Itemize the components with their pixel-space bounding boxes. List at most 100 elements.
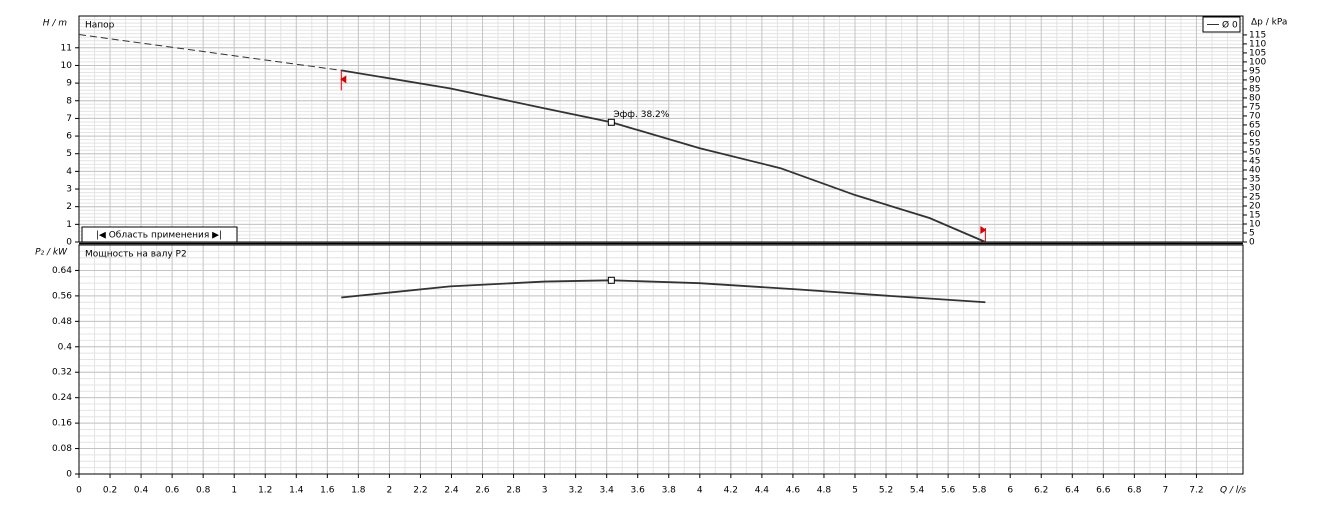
y-tick-label: 6 [66,132,72,142]
range-box [81,226,238,243]
x-tick-label: 5.6 [941,486,956,496]
y2-tick-label: 50 [1249,147,1261,157]
x-tick-label: 5.4 [910,486,925,496]
y-tick-label: 0.08 [52,444,72,454]
x-tick-label: 6.4 [1065,486,1080,496]
x-tick-label: 5 [852,486,858,496]
x-tick-label: 3.4 [600,486,615,496]
y2-axis-label: Δp / kPa [1251,18,1287,28]
y-tick-label: 3 [66,185,72,195]
x-tick-label: 1.4 [289,486,304,496]
x-tick-label: 3 [542,486,548,496]
y-tick-label: 0 [66,238,72,248]
curve-extension [78,34,342,71]
y2-tick-label: 70 [1249,111,1261,121]
panel-title: Напор [85,21,115,31]
y-tick-label: 0.32 [52,368,72,378]
x-tick-label: 4.6 [786,486,801,496]
y2-tick-label: 100 [1249,57,1266,67]
panel-title: Мощность на валу P2 [85,250,187,260]
x-tick-label: 4.4 [755,486,770,496]
curve [341,279,986,304]
panel-frame [78,15,1244,243]
x-tick-label: 4.2 [724,486,738,496]
y2-tick-label: 15 [1249,210,1260,220]
x-tick-label: 7 [1163,486,1169,496]
range-label: |◀ Область применения ▶| [96,231,222,241]
curve [341,69,986,243]
x-tick-label: 0.6 [165,486,180,496]
y-axis-label: P₂ / kW [35,248,68,258]
x-tick-label: 5.2 [879,486,893,496]
x-tick-label: 4 [697,486,703,496]
y2-tick-label: 30 [1249,183,1261,193]
y-axis-label: H / m [43,19,68,29]
y2-tick-label: 95 [1249,66,1260,76]
range-arrow [340,75,347,84]
y-tick-label: 7 [66,114,72,124]
legend-label: Ø 0 [1222,20,1238,31]
x-tick-label: 1 [231,486,237,496]
panel-frame [78,244,1244,475]
x-tick-label: 4.8 [817,486,832,496]
x-tick-label: 2 [387,486,393,496]
x-tick-label: 3.8 [662,486,677,496]
y2-tick-label: 65 [1249,120,1260,130]
y-tick-label: 0.4 [58,342,73,352]
x-tick-label: 0.4 [134,486,149,496]
y-tick-label: 0.24 [52,393,72,403]
x-tick-label: 2.6 [475,486,490,496]
y-tick-label: 0.48 [52,317,72,327]
y-tick-label: 0.16 [52,419,72,429]
y2-tick-label: 40 [1249,165,1261,175]
x-tick-label: 3.6 [631,486,646,496]
y2-tick-label: 0 [1249,238,1255,248]
y2-tick-label: 75 [1249,102,1260,112]
x-tick-label: 6.2 [1034,486,1048,496]
y2-tick-label: 60 [1249,129,1261,139]
y2-tick-label: 45 [1249,156,1260,166]
y2-tick-label: 115 [1249,30,1266,40]
y2-tick-label: 90 [1249,75,1261,85]
duty-point [607,118,615,126]
x-tick-label: 0.2 [103,486,117,496]
duty-point [607,276,615,284]
duty-label: Эфф. 38.2% [613,110,669,120]
y2-tick-label: 105 [1249,48,1266,58]
x-tick-label: 0.8 [196,486,211,496]
y-tick-label: 4 [66,167,72,177]
y2-tick-label: 110 [1249,39,1266,49]
x-tick-label: 5.8 [972,486,987,496]
y-tick-label: 8 [66,96,72,106]
x-tick-label: 3.2 [568,486,582,496]
x-tick-label: 2.8 [506,486,521,496]
y2-tick-label: 25 [1249,192,1260,202]
y2-tick-label: 20 [1249,201,1261,211]
y-tick-label: 5 [66,149,72,159]
x-tick-label: 1.2 [258,486,272,496]
x-tick-label: 7.2 [1189,486,1203,496]
x-tick-label: 1.8 [351,486,366,496]
y-tick-label: 2 [66,202,72,212]
y-tick-label: 0 [66,470,72,480]
y-tick-label: 10 [61,61,73,71]
range-arrow [980,226,987,234]
y2-tick-label: 35 [1249,174,1260,184]
x-tick-label: 6 [1007,486,1013,496]
x-tick-label: 2.2 [413,486,427,496]
y2-tick-label: 80 [1249,93,1261,103]
y-tick-label: 1 [66,220,72,230]
x-tick-label: 2.4 [444,486,459,496]
y2-tick-label: 10 [1249,219,1261,229]
x-tick-label: 0 [76,486,82,496]
y-tick-label: 0.56 [52,291,72,301]
y2-tick-label: 5 [1249,228,1255,238]
y-tick-label: 0.64 [52,266,72,276]
x-tick-label: 1.6 [320,486,335,496]
x-tick-label: 6.8 [1127,486,1142,496]
x-axis-label: Q / l/s [1220,486,1246,496]
legend-box [1202,16,1241,33]
y-tick-label: 11 [61,43,72,53]
y2-tick-label: 55 [1249,138,1260,148]
